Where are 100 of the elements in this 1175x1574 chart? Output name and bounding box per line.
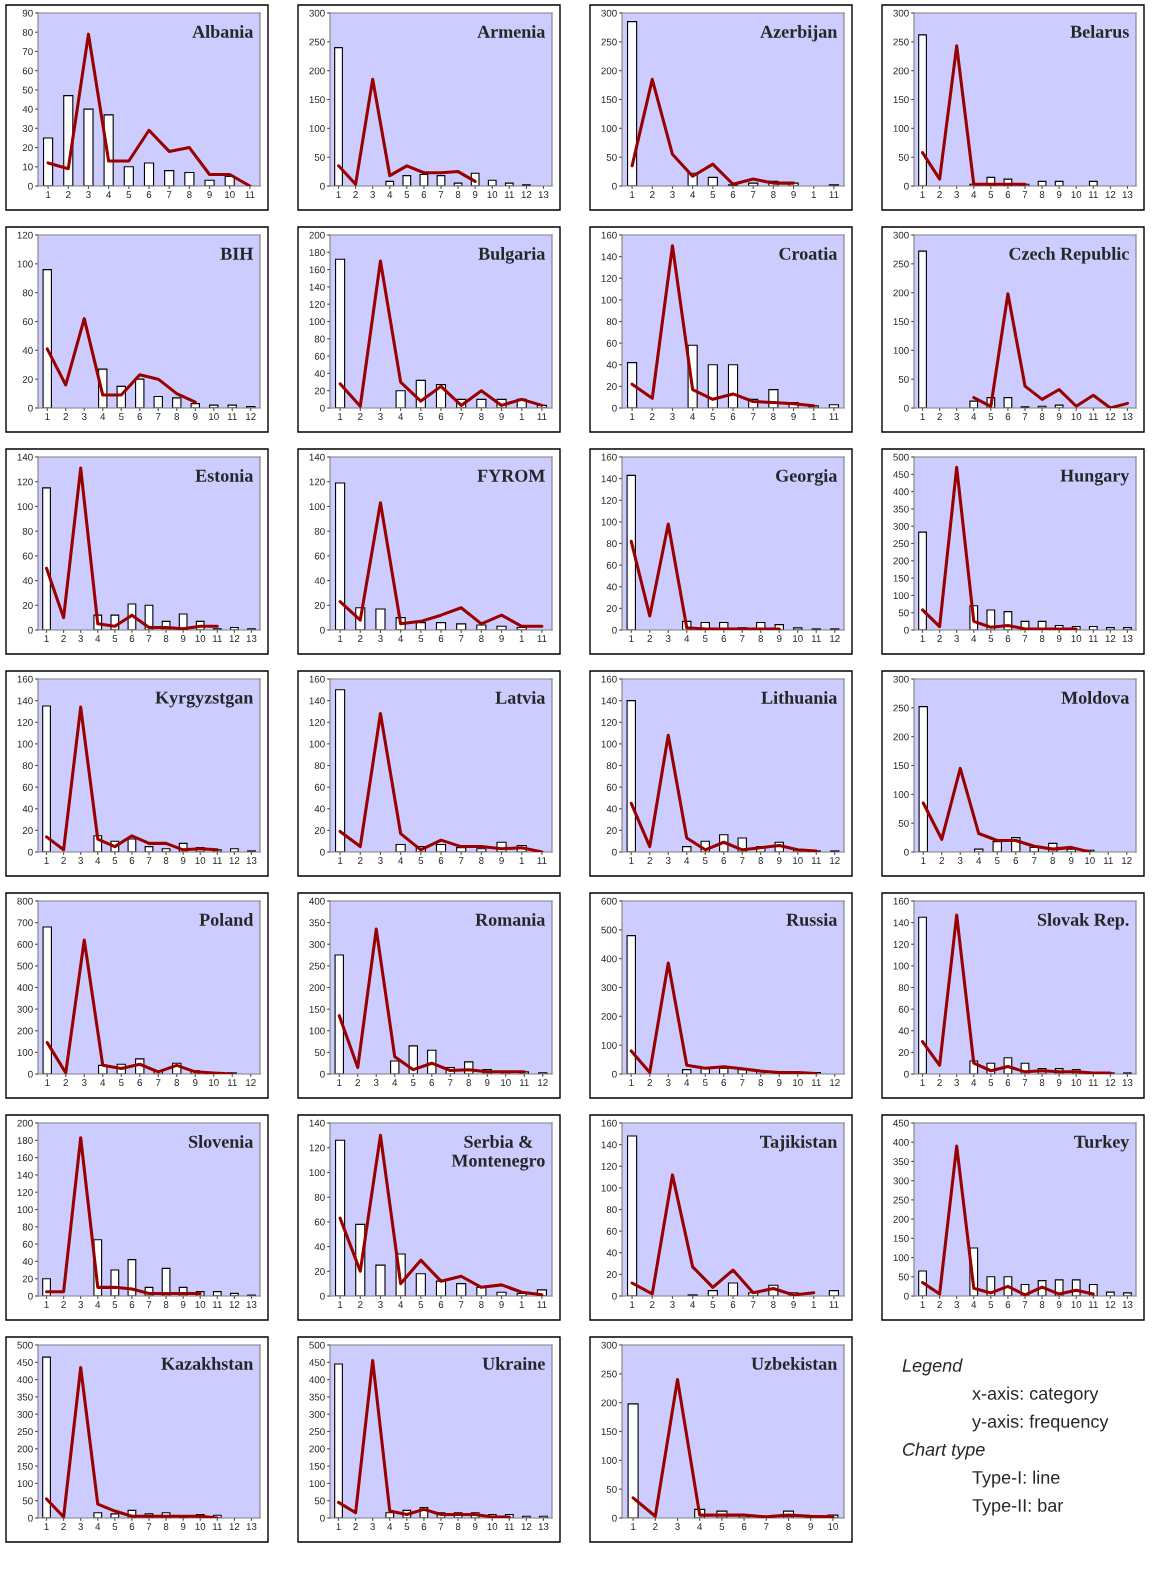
x-tick-label: 7	[438, 1523, 444, 1530]
x-tick-label: 4	[971, 191, 977, 198]
x-tick-label: 10	[501, 1079, 511, 1086]
x-tick-label: 8	[174, 1079, 180, 1086]
y-tick-label: 20	[22, 1275, 33, 1283]
y-tick-label: 80	[22, 1223, 33, 1231]
x-tick-label: 7	[740, 635, 745, 642]
x-tick-label: 11	[1089, 413, 1098, 420]
y-tick-label: 40	[22, 347, 33, 354]
y-tick-label: 0	[320, 1514, 325, 1522]
y-tick-label: 800	[17, 897, 33, 905]
x-tick-label: 6	[721, 635, 727, 642]
x-tick-label: 6	[1005, 1301, 1011, 1308]
x-tick-label: 3	[670, 413, 675, 420]
x-tick-label: 4	[398, 857, 404, 864]
y-tick-label: 140	[601, 1141, 617, 1149]
x-tick-label: 7	[438, 191, 444, 198]
y-tick-label: 80	[314, 1193, 325, 1201]
x-tick-label: 11	[829, 191, 839, 198]
text: Bulgaria	[478, 247, 546, 264]
x-tick-label: 3	[957, 857, 963, 864]
x-tick-label: 4	[684, 857, 690, 864]
y-tick-label: 50	[898, 153, 909, 161]
y-tick-label: 450	[893, 471, 909, 478]
x-tick-label: 6	[438, 857, 444, 864]
x-tick-label: 10	[209, 413, 219, 420]
x-tick-label: 12	[1105, 413, 1116, 420]
y-tick-label: 100	[309, 1480, 325, 1488]
x-tick-label: 9	[499, 857, 504, 864]
text: Lithuania	[761, 691, 838, 704]
x-tick-label: 5	[126, 191, 132, 198]
x-tick-label: 8	[163, 635, 169, 642]
y-tick-label: 700	[17, 919, 33, 927]
x-tick-label: 9	[1056, 191, 1062, 198]
x-tick-label: 3	[670, 1301, 675, 1308]
y-tick-label: 150	[893, 318, 909, 326]
y-tick-label: 160	[893, 897, 909, 905]
x-tick-label: 4	[100, 1079, 106, 1086]
x-tick-label: 4	[387, 191, 393, 198]
x-tick-label: 12	[830, 1079, 840, 1086]
x-tick-label: 7	[458, 857, 464, 864]
y-tick-label: 250	[309, 1428, 325, 1436]
x-tick-label: 11	[1089, 635, 1098, 642]
text: Croatia	[779, 247, 838, 260]
y-tick-label: 100	[17, 503, 33, 511]
x-tick-label: 12	[246, 1079, 256, 1086]
x-tick-label: 1	[519, 1301, 524, 1308]
x-tick-label: 6	[1005, 1079, 1011, 1086]
x-tick-label: 8	[771, 413, 776, 420]
y-tick-label: 200	[17, 1119, 33, 1127]
y-tick-label: 500	[601, 926, 617, 934]
y-tick-label: 0	[320, 1070, 325, 1078]
y-tick-label: 60	[606, 783, 617, 791]
x-tick-label: 6	[1005, 191, 1011, 198]
text: Legend	[902, 1358, 963, 1376]
x-tick-label: 3	[675, 1523, 680, 1530]
y-tick-label: 250	[601, 38, 617, 46]
y-tick-label: 40	[606, 1249, 617, 1257]
y-tick-label: 40	[606, 805, 617, 813]
y-tick-label: 0	[28, 848, 33, 856]
y-tick-label: 60	[22, 1240, 33, 1248]
x-tick-label: 7	[750, 191, 756, 198]
x-tick-label: 10	[1071, 191, 1082, 198]
x-tick-label: 12	[1105, 1079, 1116, 1086]
x-tick-label: 9	[193, 1079, 198, 1086]
x-tick-label: 4	[398, 1301, 404, 1308]
x-tick-label: 8	[466, 1079, 472, 1086]
x-tick-label: 10	[1071, 635, 1082, 642]
y-tick-label: 200	[893, 289, 909, 297]
y-tick-label: 100	[893, 347, 909, 354]
y-tick-label: 600	[601, 897, 617, 905]
x-tick-label: 4	[95, 1301, 101, 1308]
x-tick-label: 6	[1013, 857, 1019, 864]
x-tick-label: 2	[647, 857, 652, 864]
y-tick-label: 60	[606, 561, 617, 569]
x-tick-label: 11	[213, 635, 222, 642]
y-tick-label: 80	[22, 28, 33, 36]
y-tick-label: 20	[22, 602, 33, 609]
y-tick-label: 60	[314, 552, 325, 560]
y-tick-label: 300	[17, 1410, 33, 1418]
x-tick-label: 11	[811, 635, 821, 642]
y-tick-label: 60	[314, 352, 325, 360]
y-tick-label: 250	[601, 1370, 617, 1378]
x-tick-label: 12	[521, 191, 532, 198]
text: Poland	[199, 913, 254, 926]
y-tick-label: 20	[314, 602, 325, 609]
x-tick-label: 3	[78, 857, 83, 864]
y-tick-label: 50	[606, 1485, 617, 1493]
x-tick-label: 1	[811, 191, 816, 198]
x-tick-label: 6	[730, 413, 736, 420]
x-tick-label: 11	[537, 635, 547, 642]
x-tick-label: 8	[163, 1523, 169, 1530]
x-tick-label: 2	[61, 1301, 66, 1308]
x-tick-label: 5	[410, 1079, 416, 1086]
x-tick-label: 7	[156, 413, 161, 420]
y-tick-label: 90	[22, 9, 33, 17]
y-tick-label: 60	[314, 1218, 325, 1226]
y-tick-label: 140	[893, 919, 909, 927]
text: BIH	[220, 247, 254, 260]
y-tick-label: 60	[22, 552, 33, 560]
